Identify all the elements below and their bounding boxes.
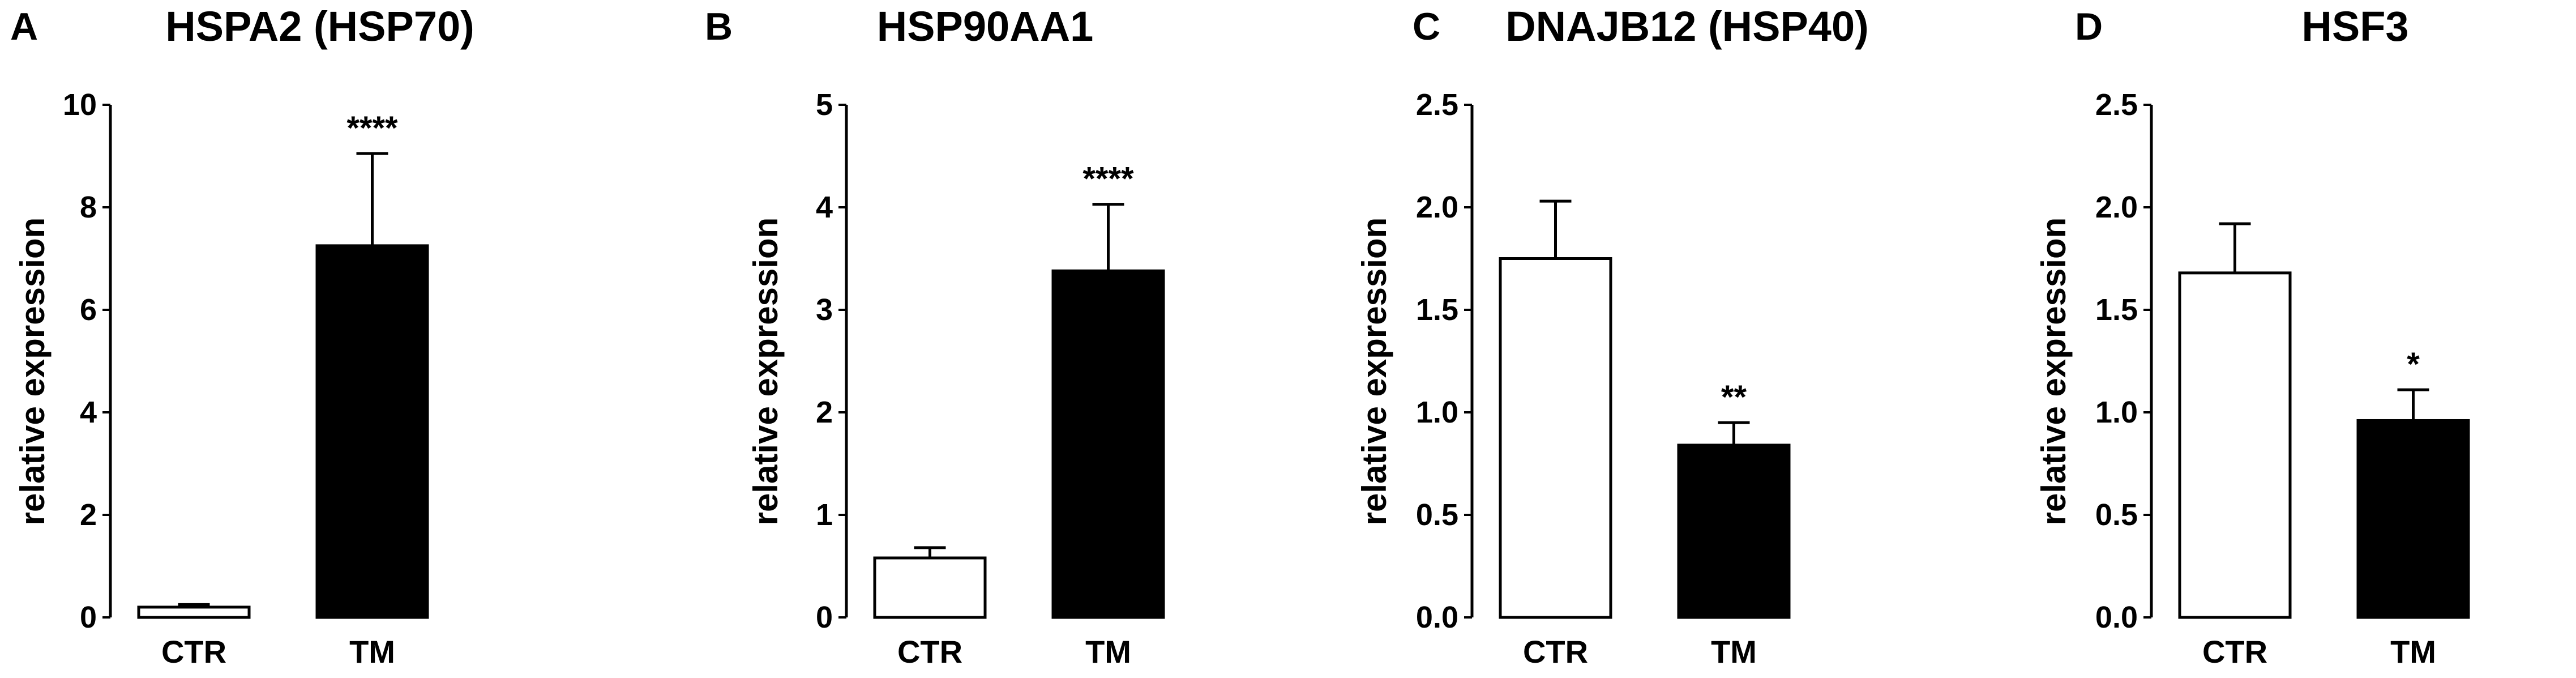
y-tick-label: 1.5	[1416, 293, 1458, 327]
panel-b: B HSP90AA1 relative expression 0 1 2 3 4 5 CTR TM *…	[705, 3, 1165, 670]
y-tick-label: 0.5	[1416, 498, 1458, 532]
y-tick-label: 4	[80, 395, 97, 429]
y-axis-label: relative expression	[747, 218, 785, 526]
y-tick-label: 3	[816, 293, 833, 327]
bar-tm	[1051, 269, 1165, 619]
y-axis-label: relative expression	[14, 218, 52, 526]
x-category-label: CTR	[161, 634, 226, 670]
y-tick-label: 4	[816, 190, 833, 224]
panel-d: D HSF3 relative expression 0.0 0.5 1.0 1.5 2.0 2…	[2035, 3, 2470, 670]
y-tick-label: 5	[816, 88, 833, 122]
y-tick-label: 0.0	[1416, 600, 1458, 634]
chart-title: HSP90AA1	[877, 3, 1094, 50]
y-tick-label: 2	[80, 498, 97, 532]
y-tick-label: 2	[816, 395, 833, 429]
y-tick-label: 0.5	[2095, 498, 2138, 532]
y-tick-label: 1	[816, 498, 833, 532]
y-tick-label: 0	[80, 600, 97, 634]
panel-c: C DNAJB12 (HSP40) relative expression 0.0 0.…	[1355, 3, 1869, 670]
y-tick-label: 6	[80, 293, 97, 327]
y-axis-label: relative expression	[2035, 218, 2073, 526]
y-tick-label: 2.0	[1416, 190, 1458, 224]
bar-ctr	[1499, 257, 1612, 619]
panel-a: A HSPA2 (HSP70) relative expression 0 2 4 6 8 10…	[10, 3, 474, 670]
bar-ctr	[2178, 271, 2292, 619]
bar-tm	[315, 244, 429, 619]
x-category-label: CTR	[897, 634, 962, 670]
bar-ctr	[137, 605, 251, 619]
y-tick-label: 1.5	[2095, 293, 2138, 327]
significance-label: *	[2407, 346, 2420, 383]
significance-label: ****	[346, 110, 398, 147]
bar-ctr	[873, 556, 987, 619]
x-category-label: TM	[2390, 634, 2436, 670]
chart-title: HSPA2 (HSP70)	[165, 3, 474, 50]
y-tick-label: 0	[816, 600, 833, 634]
x-category-label: CTR	[1523, 634, 1588, 670]
y-tick-label: 1.0	[1416, 395, 1458, 429]
y-tick-label: 8	[80, 190, 97, 224]
y-tick-label: 2.5	[2095, 88, 2138, 122]
y-tick-label: 2.0	[2095, 190, 2138, 224]
x-category-label: TM	[1085, 634, 1131, 670]
x-category-label: TM	[349, 634, 395, 670]
y-tick-label: 2.5	[1416, 88, 1458, 122]
bar-tm	[1677, 444, 1791, 619]
significance-label: ****	[1082, 161, 1134, 198]
panel-letter: C	[1413, 5, 1440, 48]
y-tick-label: 0.0	[2095, 600, 2138, 634]
panel-letter: B	[705, 5, 733, 48]
y-tick-label: 10	[63, 88, 97, 122]
chart-title: DNAJB12 (HSP40)	[1505, 3, 1869, 50]
panel-letter: A	[10, 5, 38, 48]
panel-letter: D	[2075, 5, 2103, 48]
y-axis-label: relative expression	[1355, 218, 1393, 526]
x-category-label: TM	[1711, 634, 1757, 670]
y-tick-label: 1.0	[2095, 395, 2138, 429]
x-category-label: CTR	[2202, 634, 2267, 670]
chart-title: HSF3	[2301, 3, 2408, 50]
bar-tm	[2356, 419, 2470, 619]
significance-label: **	[1721, 379, 1747, 416]
